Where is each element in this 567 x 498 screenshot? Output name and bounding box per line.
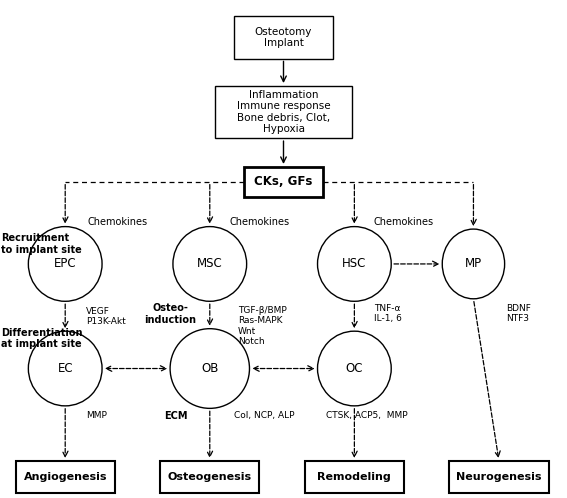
Text: Recruitment
to implant site: Recruitment to implant site: [1, 233, 82, 255]
Text: EC: EC: [57, 362, 73, 375]
Text: TNF-α
IL-1, 6: TNF-α IL-1, 6: [374, 304, 402, 323]
Text: Chemokines: Chemokines: [230, 217, 290, 227]
Text: HSC: HSC: [342, 257, 366, 270]
Text: Chemokines: Chemokines: [373, 217, 433, 227]
Text: OB: OB: [201, 362, 218, 375]
Text: BDNF
NTF3: BDNF NTF3: [506, 304, 531, 323]
Text: Col, NCP, ALP: Col, NCP, ALP: [234, 411, 295, 420]
Text: CKs, GFs: CKs, GFs: [255, 175, 312, 188]
Text: Remodeling: Remodeling: [318, 472, 391, 482]
FancyBboxPatch shape: [160, 461, 259, 493]
FancyBboxPatch shape: [16, 461, 115, 493]
Text: Angiogenesis: Angiogenesis: [23, 472, 107, 482]
Text: Osteo-
induction: Osteo- induction: [144, 303, 196, 325]
Text: MSC: MSC: [197, 257, 223, 270]
FancyBboxPatch shape: [244, 167, 323, 197]
Text: Osteotomy
Implant: Osteotomy Implant: [255, 26, 312, 48]
Text: ECM: ECM: [164, 411, 188, 421]
Text: Neurogenesis: Neurogenesis: [456, 472, 541, 482]
Text: CTSK, ACP5,  MMP: CTSK, ACP5, MMP: [326, 411, 408, 420]
Text: Differentiation
at implant site: Differentiation at implant site: [1, 328, 83, 350]
FancyBboxPatch shape: [234, 16, 333, 58]
FancyBboxPatch shape: [215, 86, 352, 138]
Text: EPC: EPC: [54, 257, 77, 270]
Text: VEGF
P13K-Akt: VEGF P13K-Akt: [86, 307, 126, 326]
Text: MMP: MMP: [86, 411, 107, 420]
Text: Chemokines: Chemokines: [88, 217, 148, 227]
FancyBboxPatch shape: [449, 461, 548, 493]
FancyBboxPatch shape: [305, 461, 404, 493]
Text: TGF-β/BMP
Ras-MAPK
Wnt
Notch: TGF-β/BMP Ras-MAPK Wnt Notch: [238, 306, 287, 346]
Text: MP: MP: [465, 257, 482, 270]
Text: OC: OC: [346, 362, 363, 375]
Text: Osteogenesis: Osteogenesis: [168, 472, 252, 482]
Text: Inflammation
Immune response
Bone debris, Clot,
Hypoxia: Inflammation Immune response Bone debris…: [236, 90, 331, 134]
